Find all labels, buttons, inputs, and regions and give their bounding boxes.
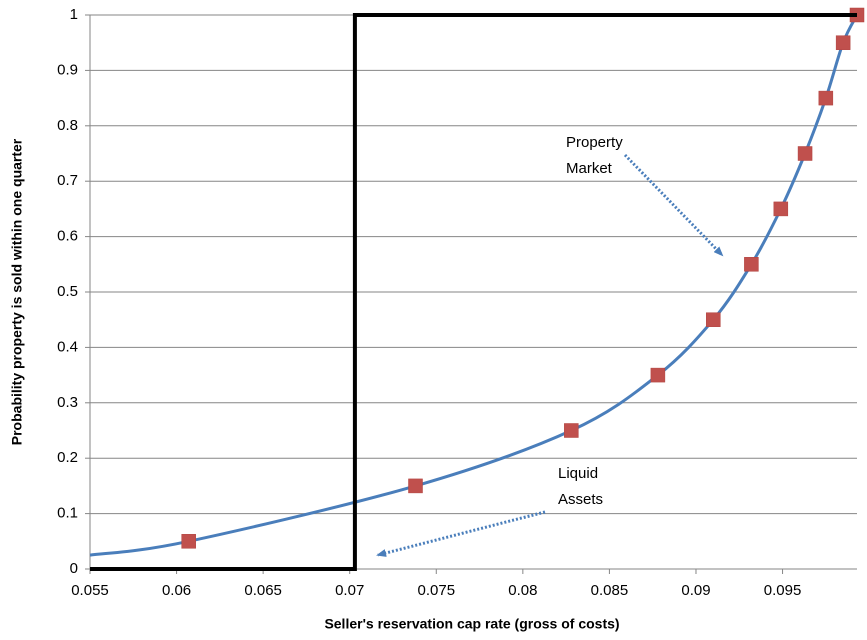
- marker: [835, 35, 851, 50]
- marker: [773, 201, 789, 217]
- annotation: Property: [566, 134, 623, 151]
- annotation-arrow: [623, 153, 724, 257]
- x-tick-label: 0.08: [508, 582, 537, 599]
- marker: [181, 534, 196, 549]
- x-tick-label: 0.075: [418, 582, 456, 599]
- x-axis-title: Seller's reservation cap rate (gross of …: [324, 616, 619, 632]
- annotation: Liquid: [558, 465, 598, 482]
- y-tick-label: 0.4: [57, 338, 78, 355]
- y-tick-label: 0.2: [57, 449, 78, 466]
- y-tick-label: 0.3: [57, 394, 78, 411]
- annotation: Assets: [558, 491, 603, 508]
- y-tick-label: 0.7: [57, 172, 78, 189]
- marker: [408, 478, 423, 494]
- marker: [650, 367, 666, 383]
- annotation-arrow: [376, 510, 546, 557]
- marker: [744, 257, 759, 272]
- x-tick-label: 0.085: [591, 582, 629, 599]
- y-tick-label: 1: [70, 6, 78, 23]
- x-tick-label: 0.06: [162, 582, 191, 599]
- x-tick-label: 0.07: [335, 582, 364, 599]
- x-tick-label: 0.09: [681, 582, 710, 599]
- y-axis-title: Probability property is sold within one …: [9, 138, 25, 445]
- curve: [89, 14, 859, 557]
- marker: [564, 423, 579, 438]
- y-tick-label: 0.1: [57, 505, 78, 522]
- step-line: [90, 13, 857, 571]
- y-tick-label: 0: [70, 560, 78, 577]
- y-tick-label: 0.6: [57, 228, 78, 245]
- marker: [818, 90, 834, 106]
- x-tick-label: 0.095: [764, 582, 802, 599]
- y-tick-label: 0.9: [57, 61, 78, 78]
- marker: [797, 146, 813, 161]
- x-tick-label: 0.065: [244, 582, 282, 599]
- marker: [706, 312, 721, 327]
- x-tick-label: 0.055: [71, 582, 109, 599]
- y-tick-label: 0.8: [57, 117, 78, 134]
- y-tick-label: 0.5: [57, 283, 78, 300]
- annotation: Market: [566, 160, 613, 177]
